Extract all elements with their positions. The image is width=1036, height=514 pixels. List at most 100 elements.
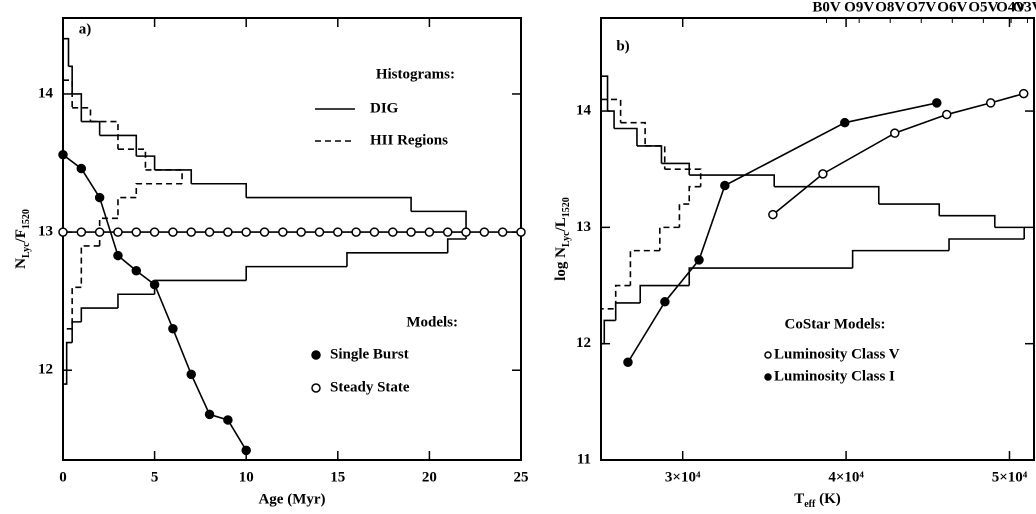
histogram-step — [939, 214, 996, 228]
histogram-step — [948, 238, 1025, 251]
series-marker — [840, 117, 850, 128]
series-marker — [314, 227, 325, 237]
series-marker — [694, 255, 704, 265]
histogram-step — [636, 145, 663, 164]
series-marker — [768, 209, 778, 220]
histogram-step — [245, 265, 347, 281]
legend-marker — [764, 373, 772, 381]
series-marker — [1018, 88, 1029, 99]
histogram-step — [620, 121, 646, 146]
x-tick-label: 5 — [151, 469, 159, 485]
histogram-step — [411, 210, 467, 226]
histogram-step — [664, 168, 702, 187]
histogram-step — [135, 182, 183, 198]
series-marker — [461, 227, 471, 237]
legend-marker — [764, 351, 772, 359]
legend-title: Histograms: — [376, 66, 455, 82]
series-marker — [818, 169, 828, 179]
series-line — [627, 102, 937, 363]
x-axis-title: Age (Myr) — [258, 491, 325, 507]
histogram-step — [994, 226, 1025, 239]
series-marker — [58, 149, 68, 160]
axis-title-part: 1520 — [561, 197, 572, 217]
x-tick-label: 4×10⁴ — [828, 469, 864, 485]
series-marker — [406, 227, 416, 237]
series-marker — [149, 279, 160, 290]
legend-label: Steady State — [330, 379, 410, 395]
panel-label: b) — [616, 38, 629, 54]
histogram-step — [601, 75, 609, 112]
histogram-step — [346, 252, 448, 267]
axis-title-part: /L — [553, 217, 569, 232]
series-marker — [241, 227, 251, 237]
series-marker — [204, 227, 215, 237]
series-marker — [660, 297, 670, 307]
legend-marker — [311, 350, 321, 360]
histogram-step — [446, 238, 467, 253]
histogram-step — [63, 341, 73, 385]
histogram-step — [601, 284, 631, 310]
axis-title-part: 1520 — [21, 209, 32, 229]
axis-title-part: log N — [553, 247, 569, 281]
series-marker — [941, 109, 952, 120]
axis-title-part: /F — [13, 229, 29, 243]
legend-label: Single Burst — [330, 346, 409, 362]
x-tick-label: 10 — [239, 469, 254, 485]
histogram-step — [90, 120, 119, 150]
axis-title-part: T — [794, 491, 804, 507]
plot-frame — [62, 17, 522, 461]
legend-label: HII Regions — [370, 132, 448, 148]
legend-label: Luminosity Class V — [774, 346, 900, 362]
legend-title: Models: — [406, 314, 458, 330]
series-marker — [76, 227, 87, 237]
series-marker — [168, 324, 178, 334]
histogram-step — [71, 321, 82, 343]
series-marker — [131, 227, 142, 237]
histogram-step — [645, 145, 666, 170]
y-tick-label: 13 — [38, 224, 53, 240]
series-marker — [241, 445, 251, 456]
histogram-step — [614, 302, 641, 321]
axis-title: NLyc/F1520 — [13, 209, 32, 269]
histogram-step — [81, 120, 101, 136]
histogram-step — [117, 148, 147, 170]
legend-marker — [311, 383, 321, 393]
axis-title-part: (K) — [815, 491, 840, 507]
series-marker — [388, 227, 398, 237]
series-marker — [278, 227, 288, 237]
series-marker — [623, 357, 633, 368]
x-tick-label: 25 — [514, 469, 529, 485]
histogram-step — [614, 127, 638, 146]
histogram-step — [191, 182, 247, 198]
histogram-step — [851, 249, 950, 269]
axis-title-part: Lyc — [21, 242, 32, 258]
y-tick-label: 14 — [576, 102, 592, 118]
histogram-step — [661, 162, 691, 176]
histogram-step — [607, 110, 615, 129]
histogram-step — [153, 279, 247, 295]
y-tick-label: 11 — [577, 451, 591, 467]
histogram-step — [136, 155, 156, 170]
series-line — [772, 92, 1024, 216]
legend-label: DIG — [370, 100, 399, 116]
histogram-step — [72, 93, 83, 122]
series-marker — [442, 227, 453, 237]
y-tick-label: 12 — [576, 335, 591, 351]
axis-title-part: eff — [804, 499, 816, 510]
series-marker — [497, 227, 508, 237]
top-tick-label: O5V — [968, 0, 998, 15]
histogram-step — [117, 196, 137, 219]
histogram-step — [117, 293, 155, 309]
series-marker — [94, 192, 105, 203]
histogram-step — [688, 267, 853, 286]
histogram-step — [246, 196, 412, 212]
axis-title: log NLyc/L1520 — [553, 197, 572, 281]
histogram-step — [688, 185, 701, 205]
series-marker — [223, 227, 233, 237]
x-tick-label: 15 — [330, 469, 345, 485]
histogram-step — [68, 65, 73, 94]
series-marker — [186, 369, 196, 380]
series-marker — [149, 227, 160, 237]
series-marker — [131, 266, 142, 276]
axis-title-part: N — [13, 258, 29, 269]
